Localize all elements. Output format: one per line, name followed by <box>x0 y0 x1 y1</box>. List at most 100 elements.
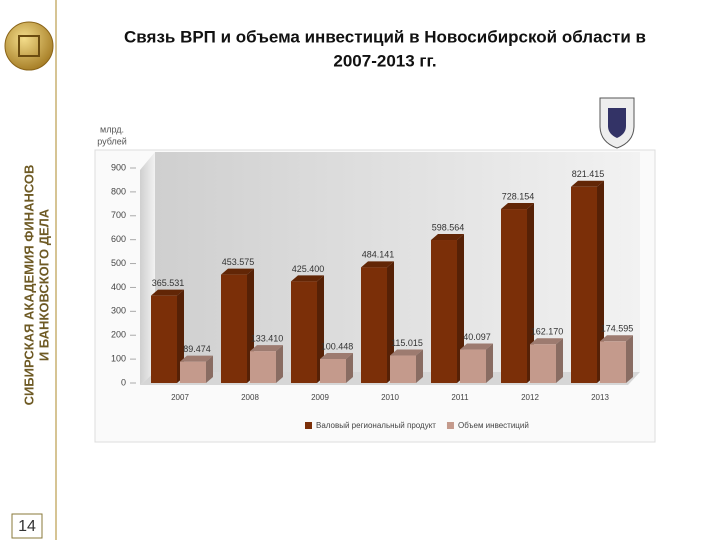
bar-face <box>180 361 206 383</box>
x-tick-label: 2013 <box>591 393 609 402</box>
bar-face <box>320 353 353 360</box>
bar <box>501 203 534 383</box>
y-tick-label: 600 <box>111 234 126 244</box>
value-label: 162.170 <box>531 327 564 337</box>
y-tick-label: 0 <box>121 377 126 387</box>
bar-face <box>460 349 486 383</box>
bar-face <box>390 355 416 383</box>
bar <box>431 234 464 383</box>
bar <box>361 261 394 383</box>
value-label: 133.410 <box>251 334 284 344</box>
page-box <box>11 513 43 539</box>
bar <box>460 343 493 383</box>
bar-face <box>180 355 213 362</box>
bar <box>390 349 423 383</box>
legend-label: Валовый региональный продукт <box>316 421 436 430</box>
bar-face <box>387 261 394 383</box>
bar <box>571 180 604 383</box>
bar-face <box>571 186 597 383</box>
bar-face <box>250 345 283 352</box>
y-tick-label: 900 <box>111 162 126 172</box>
bar-face <box>597 180 604 383</box>
value-label: 453.575 <box>222 257 255 267</box>
bar-face <box>431 240 457 383</box>
bar-face <box>556 338 563 383</box>
value-label: 425.400 <box>292 264 325 274</box>
bar <box>320 353 353 383</box>
bar-face <box>317 275 324 383</box>
y-tick-label: 800 <box>111 186 126 196</box>
bar <box>221 268 254 383</box>
bar-face <box>320 359 346 383</box>
x-tick-label: 2011 <box>451 393 469 402</box>
bar-face <box>151 295 177 383</box>
value-label: 100.448 <box>321 341 354 351</box>
y-tick-label: 500 <box>111 258 126 268</box>
bar-face <box>530 338 563 345</box>
value-label: 365.531 <box>152 278 185 288</box>
logo-mark <box>18 35 40 57</box>
bar-face <box>457 234 464 383</box>
y-tick-label: 200 <box>111 330 126 340</box>
value-label: 728.154 <box>502 191 535 201</box>
y-tick-label: 100 <box>111 353 126 363</box>
bar <box>180 355 213 383</box>
x-tick-label: 2008 <box>241 393 259 402</box>
value-label: 174.595 <box>601 324 634 334</box>
y-tick-label: 400 <box>111 282 126 292</box>
bar <box>600 335 633 383</box>
bar-face <box>221 274 247 383</box>
title: Связь ВРП и объема инвестиций в Новосиби… <box>124 27 646 46</box>
value-label: 598.564 <box>432 222 465 232</box>
side-text: СИБИРСКАЯ АКАДЕМИЯ ФИНАНСОВ И БАНКОВСКОГ… <box>21 165 51 406</box>
bar-face <box>250 351 276 383</box>
emblem <box>599 97 635 149</box>
value-label: 484.141 <box>362 250 395 260</box>
bar-face <box>177 289 184 383</box>
bar <box>151 289 184 383</box>
bar-face <box>221 268 254 275</box>
side-line: И БАНКОВСКОГО ДЕЛА <box>36 208 51 361</box>
bar-face <box>501 209 527 383</box>
bar-face <box>361 261 394 268</box>
x-tick-label: 2012 <box>521 393 539 402</box>
bar-face <box>431 234 464 241</box>
bar-face <box>346 353 353 383</box>
bar-face <box>571 180 604 187</box>
y-axis-label: рублей <box>97 136 127 146</box>
bar-face <box>600 335 633 342</box>
value-label: 89.474 <box>183 344 211 354</box>
bar-face <box>361 267 387 383</box>
bar-face <box>530 344 556 383</box>
bar-face <box>151 289 184 296</box>
legend-swatch <box>446 422 454 429</box>
bar-face <box>390 349 423 356</box>
bar-face <box>460 343 493 350</box>
bar-face <box>291 281 317 383</box>
y-tick-label: 300 <box>111 306 126 316</box>
y-tick-label: 700 <box>111 210 126 220</box>
bar-face <box>501 203 534 210</box>
bar-face <box>416 349 423 383</box>
page-number: 14 <box>18 518 36 535</box>
legend-swatch <box>305 422 312 429</box>
legend-label: Объем инвестиций <box>458 421 529 430</box>
bar-face <box>626 335 633 383</box>
x-tick-label: 2009 <box>311 393 329 402</box>
bar-face <box>527 203 534 383</box>
bar-face <box>206 355 213 383</box>
bar <box>291 275 324 383</box>
bar <box>250 345 283 383</box>
bar-face <box>486 343 493 383</box>
logo <box>4 21 54 71</box>
side-line: СИБИРСКАЯ АКАДЕМИЯ ФИНАНСОВ <box>21 165 36 406</box>
bar-face <box>276 345 283 383</box>
y-axis-label: млрд. <box>100 124 124 134</box>
x-tick-label: 2010 <box>381 393 399 402</box>
bar-face <box>600 341 626 383</box>
bar <box>530 338 563 383</box>
value-label: 115.015 <box>391 338 423 348</box>
title: 2007-2013 гг. <box>333 51 436 70</box>
value-label: 821.415 <box>572 169 605 179</box>
